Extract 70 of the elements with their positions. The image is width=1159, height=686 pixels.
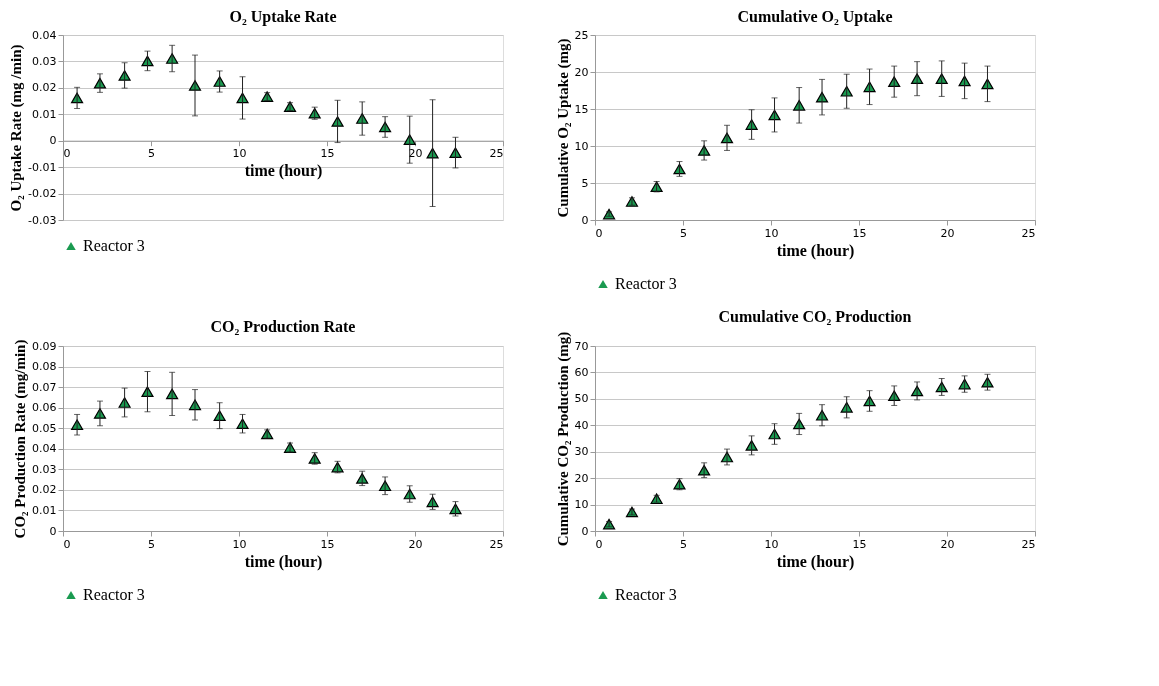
y-tick-label: 60	[574, 365, 589, 379]
y-axis-title: Cumulative O₂ Uptake (mg)	[554, 38, 572, 218]
chart-title: O₂ Uptake Rate	[229, 8, 337, 26]
x-tick-label: 5	[148, 537, 155, 551]
legend-label: Reactor 3	[83, 586, 145, 603]
x-tick-label: 20	[940, 226, 955, 240]
x-tick-label: 5	[148, 147, 155, 161]
x-tick-label: 15	[320, 537, 335, 551]
chart-title: CO₂ Production Rate	[210, 318, 356, 336]
legend-label: Reactor 3	[615, 586, 677, 603]
y-tick-label: -0.02	[28, 187, 57, 201]
y-tick-label: 0.02	[32, 81, 57, 95]
x-tick-label: 20	[408, 537, 423, 551]
y-tick-label: 0.03	[32, 54, 57, 68]
y-tick-label: 0	[49, 134, 57, 148]
y-tick-label: 0.01	[32, 107, 57, 121]
x-tick-label: 5	[680, 226, 687, 240]
legend-label: Reactor 3	[615, 275, 677, 292]
x-tick-label: 0	[63, 147, 71, 161]
y-tick-label: 20	[574, 65, 589, 79]
x-axis-title: time (hour)	[776, 241, 855, 260]
x-tick-label: 15	[852, 537, 867, 551]
y-tick-label: 0	[581, 213, 589, 227]
y-tick-label: 0.05	[32, 421, 57, 435]
y-tick-label: 20	[574, 471, 589, 485]
x-axis-title: time (hour)	[244, 162, 323, 181]
x-tick-label: 10	[764, 226, 779, 240]
y-tick-label: 50	[574, 392, 589, 406]
y-tick-label: 15	[574, 102, 589, 116]
x-tick-label: 25	[1021, 537, 1036, 551]
y-tick-label: 0.09	[32, 339, 57, 353]
y-axis-title: O₂ Uptake Rate (mg /min)	[8, 44, 26, 212]
legend-label: Reactor 3	[83, 237, 145, 254]
x-axis-title: time (hour)	[776, 552, 855, 571]
y-tick-label: 0	[581, 524, 589, 538]
y-tick-label: 0	[49, 524, 57, 538]
x-tick-label: 10	[232, 537, 247, 551]
y-tick-label: 0.06	[32, 401, 57, 415]
y-tick-label: 30	[574, 445, 589, 459]
y-tick-label: 0.04	[32, 442, 57, 456]
y-tick-label: 0.02	[32, 483, 57, 497]
x-tick-label: 25	[489, 147, 504, 161]
x-tick-label: 25	[1021, 226, 1036, 240]
x-tick-label: 20	[940, 537, 955, 551]
x-tick-label: 10	[232, 147, 247, 161]
y-tick-label: 0.07	[32, 380, 57, 394]
y-tick-label: 0.03	[32, 462, 57, 476]
y-tick-label: 10	[574, 498, 589, 512]
y-tick-label: 5	[581, 176, 589, 190]
y-tick-label: 70	[574, 339, 589, 353]
x-tick-label: 15	[852, 226, 867, 240]
x-tick-label: 10	[764, 537, 779, 551]
y-tick-label: 0.04	[32, 28, 57, 42]
chart-title: Cumulative O₂ Uptake	[737, 8, 893, 26]
x-tick-label: 0	[63, 537, 71, 551]
x-tick-label: 15	[320, 147, 335, 161]
y-tick-label: 40	[574, 418, 589, 432]
y-tick-label: -0.01	[28, 160, 57, 174]
y-axis-title: Cumulative CO₂ Production (mg)	[554, 331, 572, 547]
x-tick-label: 0	[595, 226, 603, 240]
chart-title: Cumulative CO₂ Production	[718, 308, 912, 326]
y-tick-label: 0.08	[32, 360, 57, 374]
x-tick-label: 5	[680, 537, 687, 551]
x-axis-title: time (hour)	[244, 552, 323, 571]
y-tick-label: 25	[574, 28, 589, 42]
y-tick-label: 0.01	[32, 503, 57, 517]
x-tick-label: 0	[595, 537, 603, 551]
x-tick-label: 25	[489, 537, 504, 551]
y-tick-label: -0.03	[28, 213, 57, 227]
y-axis-title: CO₂ Production Rate (mg/min)	[12, 339, 30, 539]
